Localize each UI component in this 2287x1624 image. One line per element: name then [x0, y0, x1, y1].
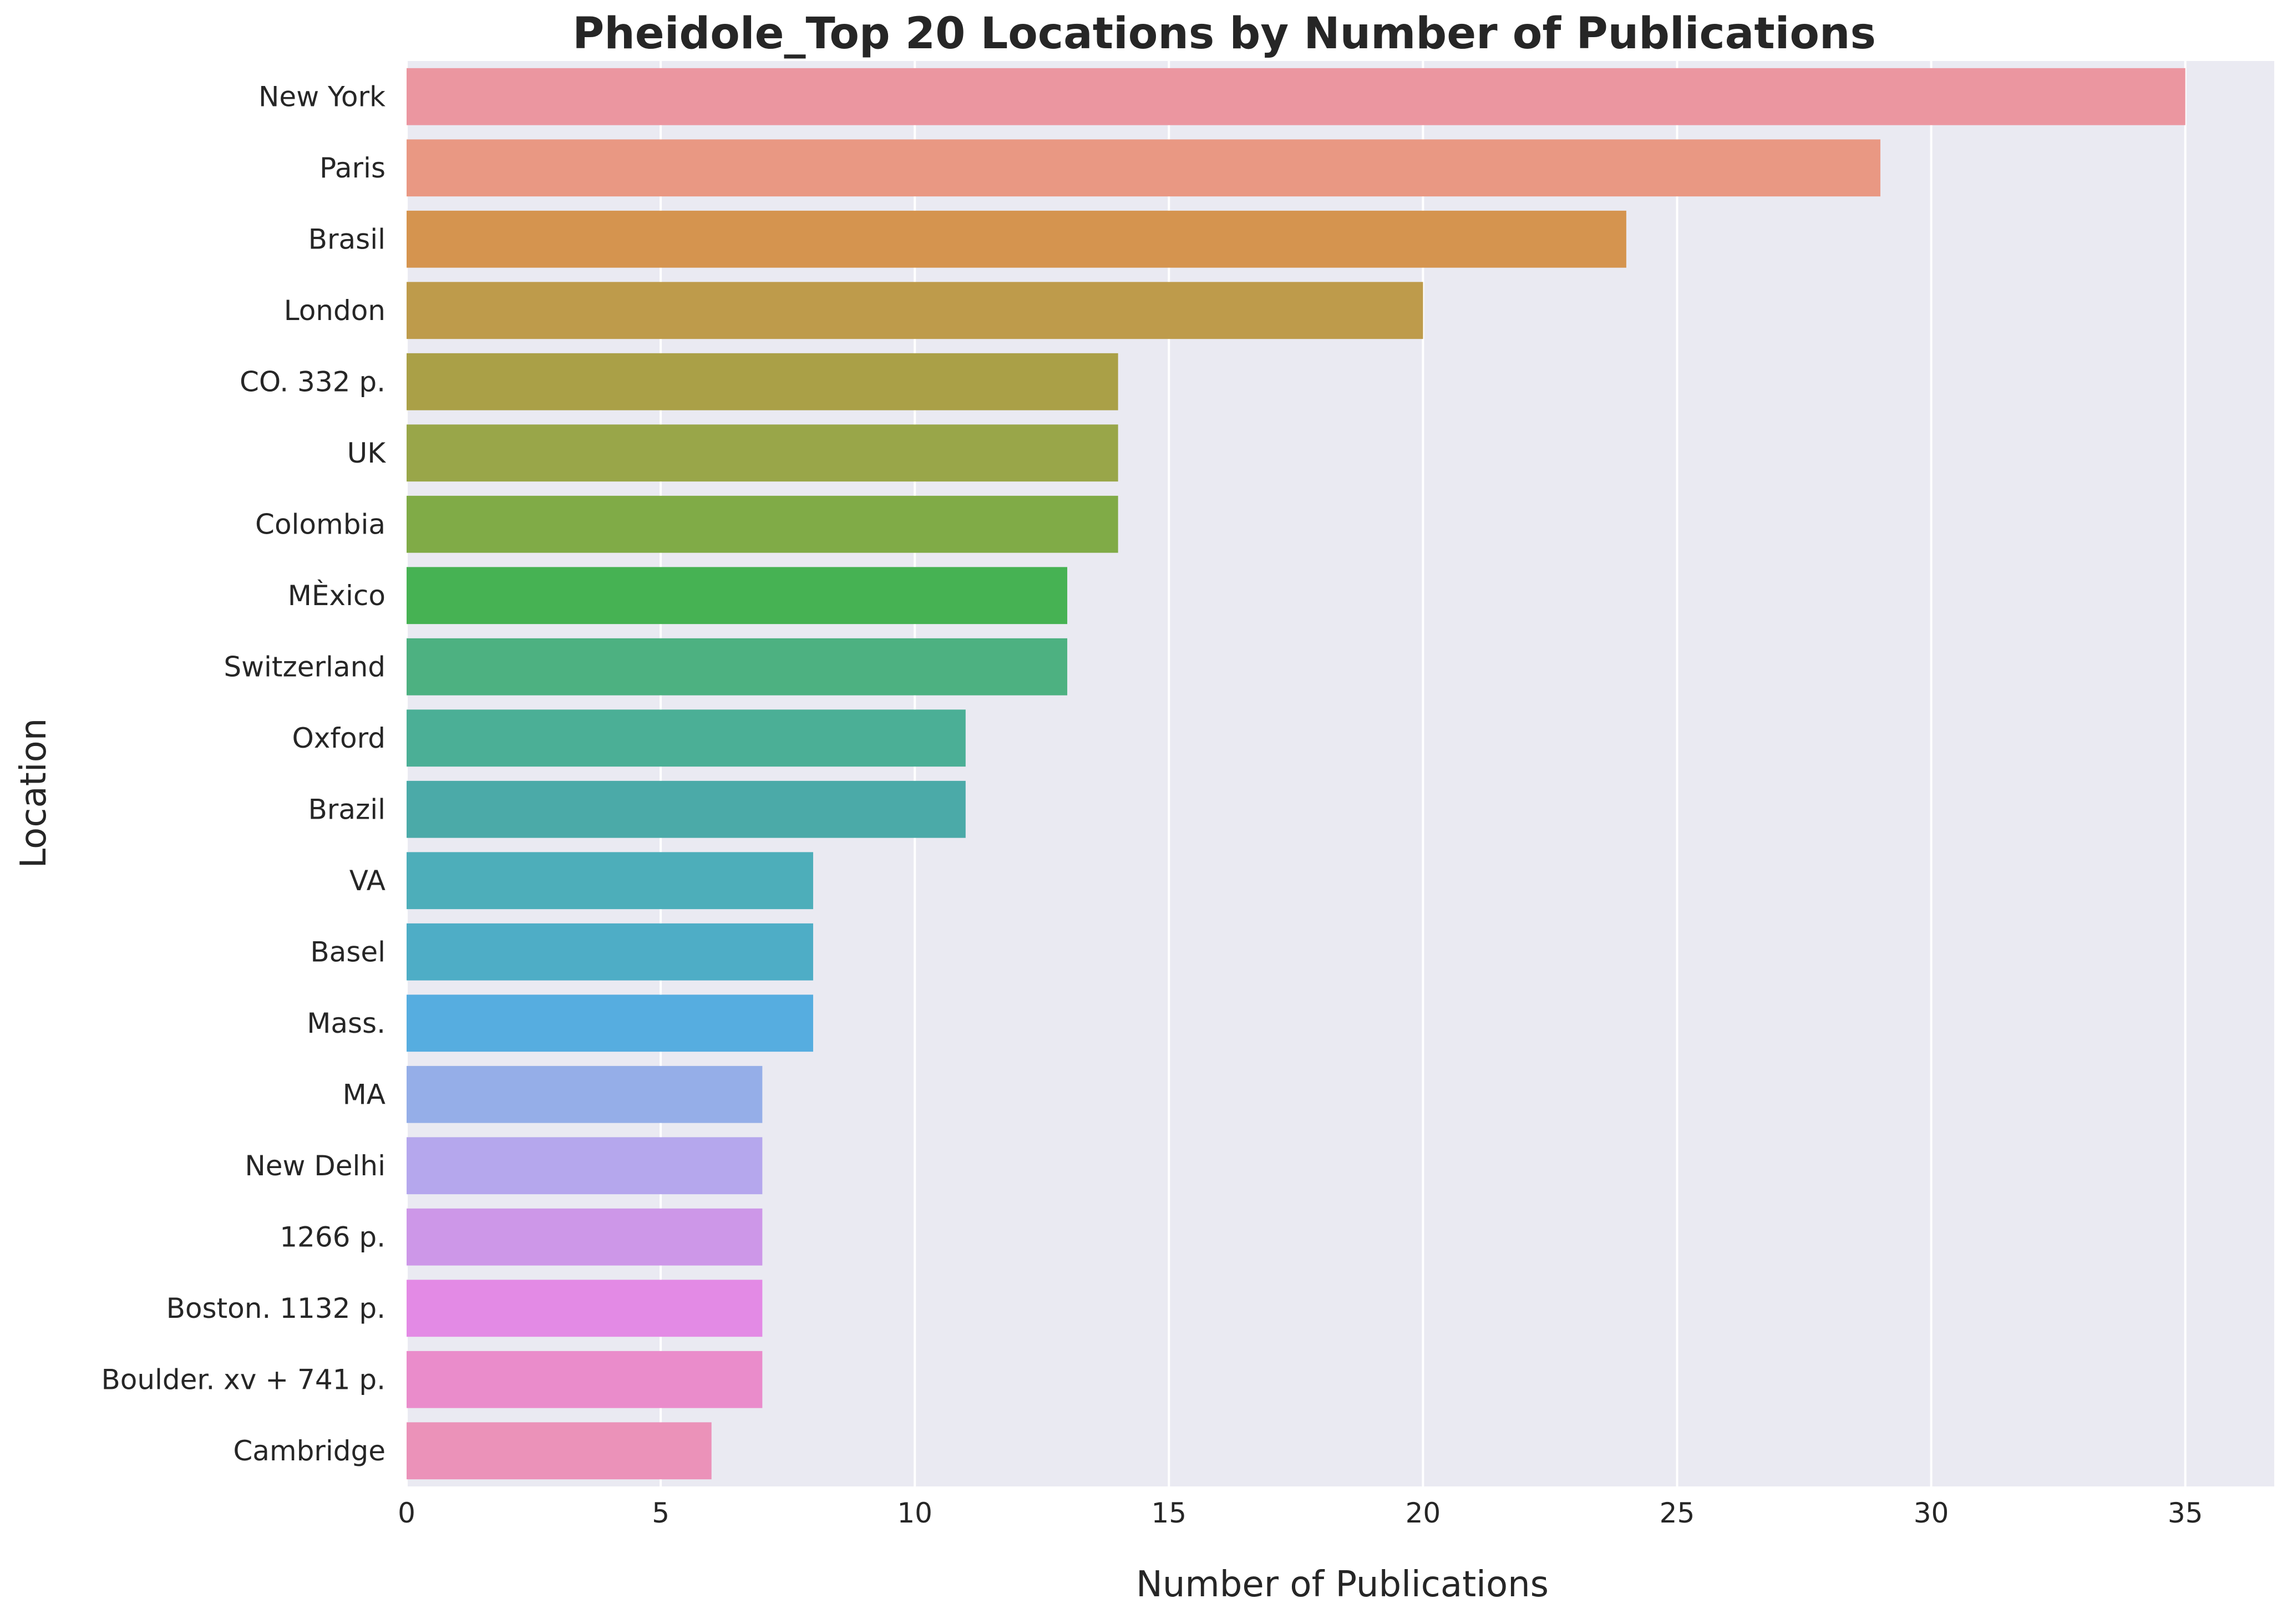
bar [407, 994, 813, 1052]
y-tick-label: Colombia [255, 508, 386, 540]
plot-background [407, 61, 2274, 1486]
bar [407, 852, 813, 910]
y-axis-label: Location [13, 718, 54, 869]
y-tick-label: Boulder. xv + 741 p. [101, 1363, 386, 1395]
y-tick-label: Paris [320, 152, 386, 184]
x-tick-label: 25 [1660, 1497, 1695, 1529]
y-tick-label: Brasil [308, 223, 386, 255]
x-tick-label: 10 [897, 1497, 932, 1529]
bar [407, 210, 1626, 268]
bar [407, 424, 1118, 482]
bar [407, 353, 1118, 410]
bars [407, 68, 2185, 1480]
y-tick-label: New York [258, 80, 386, 113]
x-tick-label: 20 [1406, 1497, 1441, 1529]
bar [407, 1137, 763, 1195]
bar [407, 139, 1880, 197]
y-tick-label: Basel [310, 936, 386, 968]
x-tick-label: 35 [2168, 1497, 2203, 1529]
bar [407, 495, 1118, 553]
y-tick-label: Boston. 1132 p. [166, 1292, 386, 1324]
bar [407, 282, 1423, 339]
x-axis-label: Number of Publications [1136, 1564, 1549, 1605]
x-tick-label: 0 [398, 1497, 415, 1529]
x-tick-label: 30 [1914, 1497, 1949, 1529]
bar [407, 68, 2185, 125]
bar [407, 780, 966, 838]
y-tick-label: CO. 332 p. [240, 366, 386, 398]
y-tick-label: Oxford [292, 722, 386, 754]
y-tick-label: Mass. [307, 1007, 386, 1039]
x-tick-label: 15 [1151, 1497, 1186, 1529]
y-tick-label: MÈxico [288, 579, 386, 612]
y-tick-label: UK [347, 437, 387, 469]
x-tick-label: 5 [652, 1497, 670, 1529]
x-tick-labels: 0 5 10 15 20 25 30 35 [398, 1497, 2203, 1529]
y-tick-label: Cambridge [233, 1435, 386, 1467]
y-tick-label: VA [349, 865, 386, 897]
bar [407, 567, 1068, 625]
bar [407, 1208, 763, 1266]
bar [407, 1351, 763, 1408]
bar [407, 638, 1068, 696]
bar [407, 1422, 712, 1480]
y-tick-label: Switzerland [224, 651, 386, 683]
y-tick-label: New Delhi [245, 1150, 386, 1182]
bar [407, 923, 813, 981]
chart-title: Pheidole_Top 20 Locations by Number of P… [572, 9, 1876, 59]
y-tick-labels: New York Paris Brasil London CO. 332 p. UK Col… [101, 80, 386, 1467]
y-tick-label: MA [343, 1078, 386, 1110]
y-tick-label: Brazil [308, 793, 386, 825]
y-tick-label: London [284, 295, 386, 327]
bar [407, 1280, 763, 1337]
y-tick-label: 1266 p. [280, 1221, 386, 1253]
bar [407, 1065, 763, 1123]
bar [407, 709, 966, 767]
